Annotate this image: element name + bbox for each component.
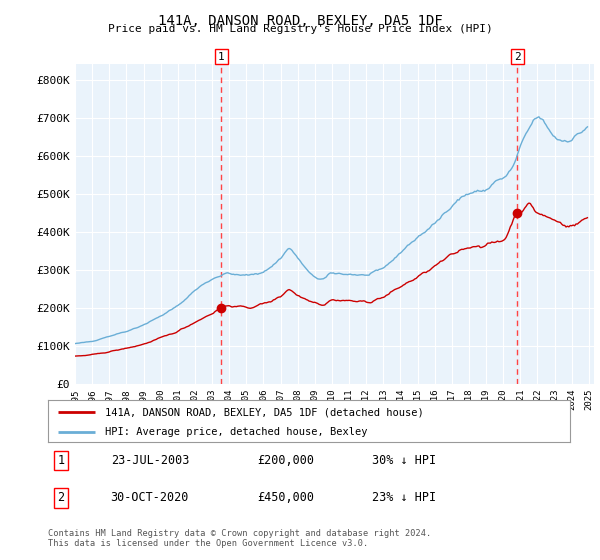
Text: 23-JUL-2003: 23-JUL-2003 bbox=[110, 454, 189, 467]
Text: This data is licensed under the Open Government Licence v3.0.: This data is licensed under the Open Gov… bbox=[48, 539, 368, 548]
Text: 30% ↓ HPI: 30% ↓ HPI bbox=[371, 454, 436, 467]
Text: 141A, DANSON ROAD, BEXLEY, DA5 1DF (detached house): 141A, DANSON ROAD, BEXLEY, DA5 1DF (deta… bbox=[106, 407, 424, 417]
Text: 2: 2 bbox=[58, 491, 65, 504]
Text: £450,000: £450,000 bbox=[257, 491, 314, 504]
Text: Price paid vs. HM Land Registry's House Price Index (HPI): Price paid vs. HM Land Registry's House … bbox=[107, 24, 493, 34]
Text: 1: 1 bbox=[218, 52, 225, 62]
Text: 23% ↓ HPI: 23% ↓ HPI bbox=[371, 491, 436, 504]
Text: HPI: Average price, detached house, Bexley: HPI: Average price, detached house, Bexl… bbox=[106, 427, 368, 437]
Text: 30-OCT-2020: 30-OCT-2020 bbox=[110, 491, 189, 504]
Text: 141A, DANSON ROAD, BEXLEY, DA5 1DF: 141A, DANSON ROAD, BEXLEY, DA5 1DF bbox=[158, 14, 442, 28]
Text: Contains HM Land Registry data © Crown copyright and database right 2024.: Contains HM Land Registry data © Crown c… bbox=[48, 529, 431, 538]
Text: 2: 2 bbox=[514, 52, 521, 62]
Text: £200,000: £200,000 bbox=[257, 454, 314, 467]
Text: 1: 1 bbox=[58, 454, 65, 467]
